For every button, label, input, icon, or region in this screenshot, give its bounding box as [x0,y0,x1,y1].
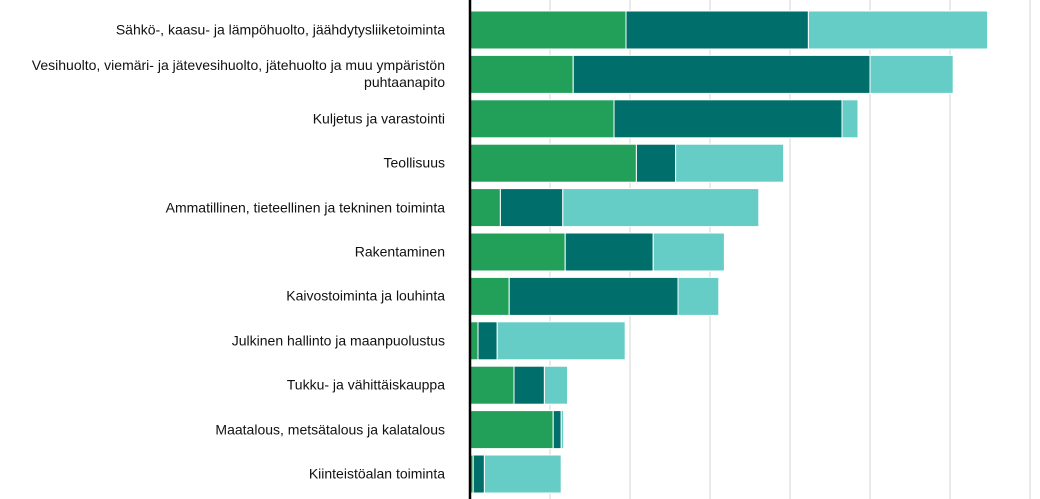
category-label: Maatalous, metsätalous ja kalatalous [215,421,445,438]
bar-segment [560,410,565,450]
bar-segment [483,454,562,494]
category-label: Vesihuolto, viemäri- ja jätevesihuolto, … [31,57,445,91]
bar-segment [469,10,627,50]
bar-segment [499,188,564,228]
bar-segment [496,321,626,361]
bar-segment [469,54,574,94]
bar-segment [469,365,515,405]
category-label: Teollisuus [383,154,445,171]
bar-segment [572,54,871,94]
bar-segment [469,99,615,139]
bar-segment [477,321,498,361]
category-label: Ammatillinen, tieteellinen ja tekninen t… [165,199,445,216]
bar-segment [564,232,654,272]
bar-segment [625,10,809,50]
bar-segment [543,365,569,405]
category-label: Sähkö-, kaasu- ja lämpöhuolto, jäähdytys… [115,21,445,38]
bar-segment [562,188,760,228]
bar-segment [469,232,566,272]
bar-segment [469,410,554,450]
bar-segment [677,276,720,316]
category-label: Kaivostoiminta ja louhinta [286,287,445,304]
bar-segment [513,365,545,405]
bar-segment [652,232,725,272]
bar-segment [469,143,637,183]
bar-segment [807,10,989,50]
bar-segment [552,410,562,450]
category-label: Julkinen hallinto ja maanpuolustus [231,332,445,349]
bar-segment [472,454,485,494]
bar-segment [469,188,501,228]
bar-segment [613,99,843,139]
category-label: Tukku- ja vähittäiskauppa [286,376,445,393]
category-label: Rakentaminen [354,243,445,260]
bar-segment [869,54,954,94]
category-label: Kiinteistöalan toiminta [308,465,445,482]
bar-segment [635,143,677,183]
bar-segment [469,276,510,316]
bar-segment [675,143,785,183]
category-label: Kuljetus ja varastointi [312,110,445,127]
bar-segment [841,99,859,139]
bar-segment [508,276,679,316]
